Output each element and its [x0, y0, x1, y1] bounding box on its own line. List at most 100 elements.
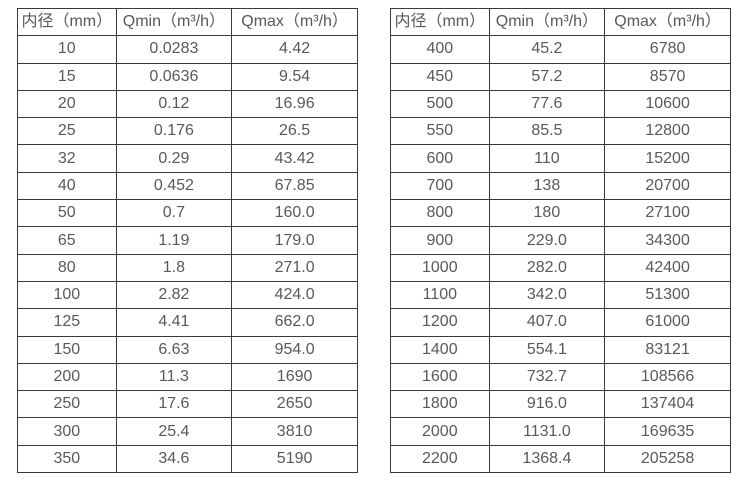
table-cell: 700 — [390, 171, 490, 201]
table-cell: 45.2 — [488, 35, 606, 64]
table-cell: 32 — [17, 144, 117, 173]
column-header: Qmax（m³/h） — [231, 7, 358, 37]
table-cell: 179.0 — [231, 226, 358, 255]
table-cell: 2650 — [231, 390, 358, 419]
table-row: 125 4.41 662.0 — [17, 308, 358, 337]
table-cell: 1.8 — [115, 253, 233, 282]
table-row: 900 229.0 34300 — [390, 226, 731, 255]
table-cell: 20 — [17, 89, 117, 119]
column-header: Qmin（m³/h） — [488, 7, 606, 37]
table-cell: 916.0 — [488, 390, 606, 419]
table-row: 550 85.5 12800 — [390, 117, 731, 146]
table-row: 500 77.6 10600 — [390, 89, 731, 119]
table-cell: 0.0636 — [115, 62, 233, 91]
table-cell: 1131.0 — [488, 417, 606, 446]
table-cell: 400 — [390, 35, 490, 64]
table-cell: 150 — [17, 335, 117, 364]
table-row: 15 0.0636 9.54 — [17, 62, 358, 91]
table-cell: 25.4 — [115, 417, 233, 446]
table-cell: 205258 — [604, 444, 731, 474]
table-row: 1600 732.7 108566 — [390, 362, 731, 392]
column-header: Qmin（m³/h） — [115, 7, 233, 37]
table-row: 20 0.12 16.96 — [17, 89, 358, 119]
table-cell: 450 — [390, 62, 490, 91]
table-cell: 250 — [17, 390, 117, 419]
table-row: 10 0.0283 4.42 — [17, 35, 358, 64]
table-row: 65 1.19 179.0 — [17, 226, 358, 255]
table-cell: 51300 — [604, 280, 731, 310]
table-cell: 1100 — [390, 280, 490, 310]
table-row: 1200 407.0 61000 — [390, 308, 731, 337]
table-cell: 10 — [17, 35, 117, 64]
table-row: 80 1.8 271.0 — [17, 253, 358, 282]
table-cell: 1200 — [390, 308, 490, 337]
table-cell: 125 — [17, 308, 117, 337]
table-cell: 100 — [17, 280, 117, 310]
table-row: 32 0.29 43.42 — [17, 144, 358, 173]
table-row: 100 2.82 424.0 — [17, 280, 358, 310]
table-cell: 1000 — [390, 253, 490, 282]
table-cell: 1690 — [231, 362, 358, 392]
table-cell: 50 — [17, 199, 117, 228]
table-cell: 550 — [390, 117, 490, 146]
table-cell: 12800 — [604, 117, 731, 146]
table-cell: 0.0283 — [115, 35, 233, 64]
table-cell: 8570 — [604, 62, 731, 91]
table-cell: 61000 — [604, 308, 731, 337]
table-cell: 169635 — [604, 417, 731, 446]
table-cell: 3810 — [231, 417, 358, 446]
table-cell: 6780 — [604, 35, 731, 64]
table-row: 40 0.452 67.85 — [17, 171, 358, 201]
table-cell: 500 — [390, 89, 490, 119]
table-row: 300 25.4 3810 — [17, 417, 358, 446]
table-cell: 282.0 — [488, 253, 606, 282]
table-cell: 180 — [488, 199, 606, 228]
table-cell: 732.7 — [488, 362, 606, 392]
table-cell: 2000 — [390, 417, 490, 446]
table-row: 700 138 20700 — [390, 171, 731, 201]
table-cell: 11.3 — [115, 362, 233, 392]
table-row: 200 11.3 1690 — [17, 362, 358, 392]
table-cell: 108566 — [604, 362, 731, 392]
table-row: 1000 282.0 42400 — [390, 253, 731, 282]
flow-spec-table-large-diameters: 内径（mm） Qmin（m³/h） Qmax（m³/h） 400 45.2 6780 450… — [390, 7, 731, 474]
flow-spec-table-small-diameters: 内径（mm） Qmin（m³/h） Qmax（m³/h） 10 0.0283 4.42 15… — [17, 7, 358, 474]
table-cell: 138 — [488, 171, 606, 201]
table-row: 1800 916.0 137404 — [390, 390, 731, 419]
table-cell: 2.82 — [115, 280, 233, 310]
table-row: 50 0.7 160.0 — [17, 199, 358, 228]
table-cell: 0.176 — [115, 117, 233, 146]
table-cell: 900 — [390, 226, 490, 255]
table-cell: 40 — [17, 171, 117, 201]
table-cell: 0.29 — [115, 144, 233, 173]
table-cell: 2200 — [390, 444, 490, 474]
column-header: 内径（mm） — [17, 7, 117, 37]
table-cell: 1600 — [390, 362, 490, 392]
table-cell: 80 — [17, 253, 117, 282]
table-cell: 85.5 — [488, 117, 606, 146]
table-cell: 662.0 — [231, 308, 358, 337]
table-cell: 25 — [17, 117, 117, 146]
table-row: 250 17.6 2650 — [17, 390, 358, 419]
table-cell: 42400 — [604, 253, 731, 282]
column-header: Qmax（m³/h） — [604, 7, 731, 37]
table-cell: 5190 — [231, 444, 358, 474]
table-row: 600 110 15200 — [390, 144, 731, 173]
table-cell: 26.5 — [231, 117, 358, 146]
table-cell: 34300 — [604, 226, 731, 255]
table-cell: 424.0 — [231, 280, 358, 310]
table-cell: 600 — [390, 144, 490, 173]
table-cell: 6.63 — [115, 335, 233, 364]
table-cell: 554.1 — [488, 335, 606, 364]
table-cell: 77.6 — [488, 89, 606, 119]
table-cell: 800 — [390, 199, 490, 228]
table-cell: 300 — [17, 417, 117, 446]
table-cell: 342.0 — [488, 280, 606, 310]
table-cell: 15200 — [604, 144, 731, 173]
table-cell: 4.41 — [115, 308, 233, 337]
column-header: 内径（mm） — [390, 7, 490, 37]
table-cell: 16.96 — [231, 89, 358, 119]
table-cell: 137404 — [604, 390, 731, 419]
table-cell: 0.452 — [115, 171, 233, 201]
